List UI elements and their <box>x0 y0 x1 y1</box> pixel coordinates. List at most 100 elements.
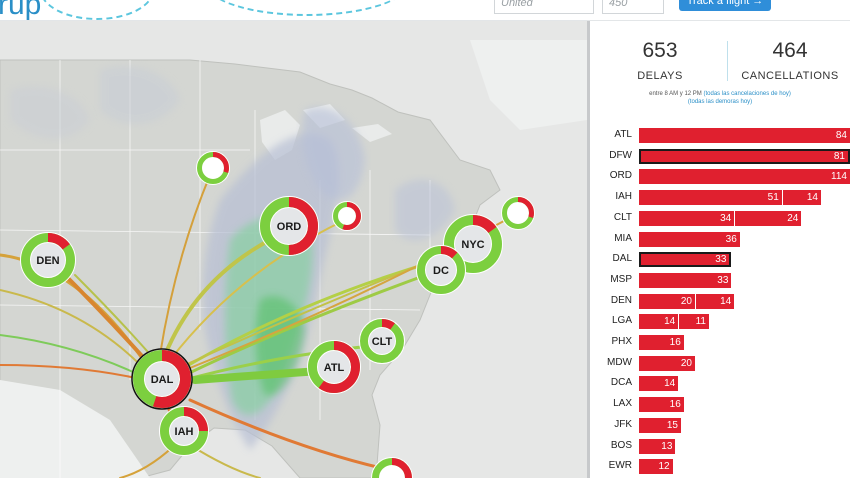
airport-code-den[interactable]: DEN <box>610 294 632 306</box>
airport-code-label: NYC <box>461 239 484 251</box>
time-range-text: entre 8 AM y 12 PM <box>649 91 702 97</box>
airport-code-label: DC <box>433 265 449 277</box>
selected-outline <box>131 348 193 410</box>
delays-segment: 15 <box>639 417 681 433</box>
delays-count: 653 <box>642 39 678 62</box>
delay-arc <box>417 246 465 294</box>
airport-code-phx[interactable]: PHX <box>611 336 632 347</box>
delays-label: DELAYS <box>637 70 683 82</box>
delays-segment: 36 <box>639 231 740 247</box>
airport-markers[interactable]: DEN ORD NYC DC CLT ATL DAL IAH <box>20 151 535 478</box>
airport-bar-jfk[interactable]: 15 <box>639 417 681 433</box>
delays-segment: 13 <box>639 438 676 454</box>
all-delays-link[interactable]: (todas las demoras hoy) <box>687 99 753 105</box>
airport-marker-unnamed-5[interactable] <box>501 196 535 230</box>
airport-bar-ord[interactable]: 11418 <box>639 169 850 185</box>
airport-bar-phx[interactable]: 16 <box>639 335 684 350</box>
airport-bar-bos[interactable]: 13 <box>639 438 676 454</box>
airport-code-iah[interactable]: IAH <box>615 191 632 203</box>
delay-arc <box>502 197 534 229</box>
airport-bar-atl[interactable]: 84 <box>639 128 850 143</box>
cancellations-count: 464 <box>772 39 808 62</box>
cancellations-stat: 464 CANCELLATIONS <box>735 39 845 82</box>
airport-bar-den[interactable]: 20 14 <box>639 293 735 309</box>
airport-marker-dc[interactable]: DC <box>416 245 466 295</box>
airport-bar-dfw[interactable]: 8199 <box>639 148 850 164</box>
delays-segment: 33 <box>639 272 732 288</box>
airport-code-ewr[interactable]: EWR <box>608 460 632 472</box>
delays-segment: 16 <box>639 335 684 350</box>
track-flight-button[interactable]: Track a flight → <box>679 0 771 11</box>
airport-code-lga[interactable]: LGA <box>611 315 632 327</box>
delay-map[interactable]: DEN ORD NYC DC CLT ATL DAL IAH <box>0 21 587 478</box>
airport-bar-iah[interactable]: 51 14 <box>639 190 821 206</box>
airport-code-atl[interactable]: ATL <box>614 129 632 140</box>
delay-arc <box>160 407 208 455</box>
delay-arc <box>444 215 502 273</box>
airport-bar-msp[interactable]: 33 <box>639 272 732 288</box>
delays-segment: 14 <box>639 314 679 330</box>
marker-center <box>170 417 198 445</box>
delays-segment: 114 <box>639 169 850 185</box>
airport-bar-clt[interactable]: 34 24 <box>639 210 802 226</box>
delays-segment: 81 <box>639 148 850 164</box>
airport-code-label: CLT <box>372 336 393 348</box>
delays-segment: 20 <box>639 355 695 371</box>
airport-marker-dal[interactable]: DAL <box>131 348 193 410</box>
delay-arc <box>21 233 75 287</box>
airport-bar-dal[interactable]: 33 <box>639 252 732 268</box>
panel-divider <box>587 21 590 478</box>
airport-code-label: DEN <box>36 255 59 267</box>
stats-panel: 653 DELAYS 464 CANCELLATIONS entre 8 AM … <box>590 21 850 478</box>
airline-input[interactable]: United <box>494 0 594 14</box>
delays-segment: 16 <box>639 397 684 413</box>
airport-marker-iah[interactable]: IAH <box>159 406 209 456</box>
airport-bar-mdw[interactable]: 20 <box>639 355 695 371</box>
airport-code-lax[interactable]: LAX <box>613 398 632 410</box>
cancellations-segment: 24 <box>734 210 802 226</box>
airport-bar-mia[interactable]: 36 <box>639 231 740 247</box>
all-cancellations-link[interactable]: (todas las cancelaciones de hoy) <box>703 91 791 97</box>
airport-code-mdw[interactable]: MDW <box>607 356 632 368</box>
delays-segment: 14 <box>639 376 679 392</box>
marker-center <box>31 243 65 277</box>
airport-code-label: IAH <box>175 426 194 438</box>
site-logo[interactable]: rup <box>0 0 42 21</box>
airport-marker-unnamed-11[interactable] <box>371 457 413 478</box>
airport-code-bos[interactable]: BOS <box>610 439 632 451</box>
airport-code-label: ORD <box>277 221 302 233</box>
airport-marker-atl[interactable]: ATL <box>307 340 361 394</box>
delays-segment: 84 <box>639 128 850 143</box>
airport-marker-ord[interactable]: ORD <box>259 196 319 256</box>
airport-bar-dca[interactable]: 14 <box>639 376 679 392</box>
airport-marker-unnamed-2[interactable] <box>332 201 362 231</box>
airport-code-dfw[interactable]: DFW <box>609 149 632 161</box>
delays-segment: 20 <box>639 293 695 309</box>
delays-segment: 51 <box>639 190 782 206</box>
airport-marker-den[interactable]: DEN <box>20 232 76 288</box>
airport-code-clt[interactable]: CLT <box>613 211 632 223</box>
delay-arc <box>133 350 191 408</box>
delay-arc <box>372 458 412 478</box>
flight-number-input[interactable]: 450 <box>602 0 664 14</box>
airport-marker-clt[interactable]: CLT <box>359 318 405 364</box>
airport-code-label: DAL <box>151 374 174 386</box>
delays-segment: 34 <box>639 210 735 226</box>
airport-bar-ewr[interactable]: 12 <box>639 459 673 475</box>
airport-marker-unnamed-3[interactable] <box>196 151 230 185</box>
time-range-note: entre 8 AM y 12 PM (todas las cancelacio… <box>590 91 850 97</box>
airport-code-dca[interactable]: DCA <box>610 377 632 389</box>
delay-arc <box>360 319 404 363</box>
marker-center <box>145 362 179 396</box>
airport-code-ord[interactable]: ORD <box>609 170 632 182</box>
marker-center <box>369 328 395 354</box>
airport-bar-lax[interactable]: 16 <box>639 397 684 413</box>
cancellations-segment: 14 <box>781 190 821 206</box>
airport-code-mia[interactable]: MIA <box>614 232 632 244</box>
airport-code-jfk[interactable]: JFK <box>614 418 632 430</box>
stat-separator <box>727 41 728 81</box>
airport-code-msp[interactable]: MSP <box>610 273 632 285</box>
delays-stat: 653 DELAYS <box>610 39 710 82</box>
airport-code-dal[interactable]: DAL <box>612 253 632 265</box>
airport-bar-lga[interactable]: 14 11 <box>639 314 709 330</box>
